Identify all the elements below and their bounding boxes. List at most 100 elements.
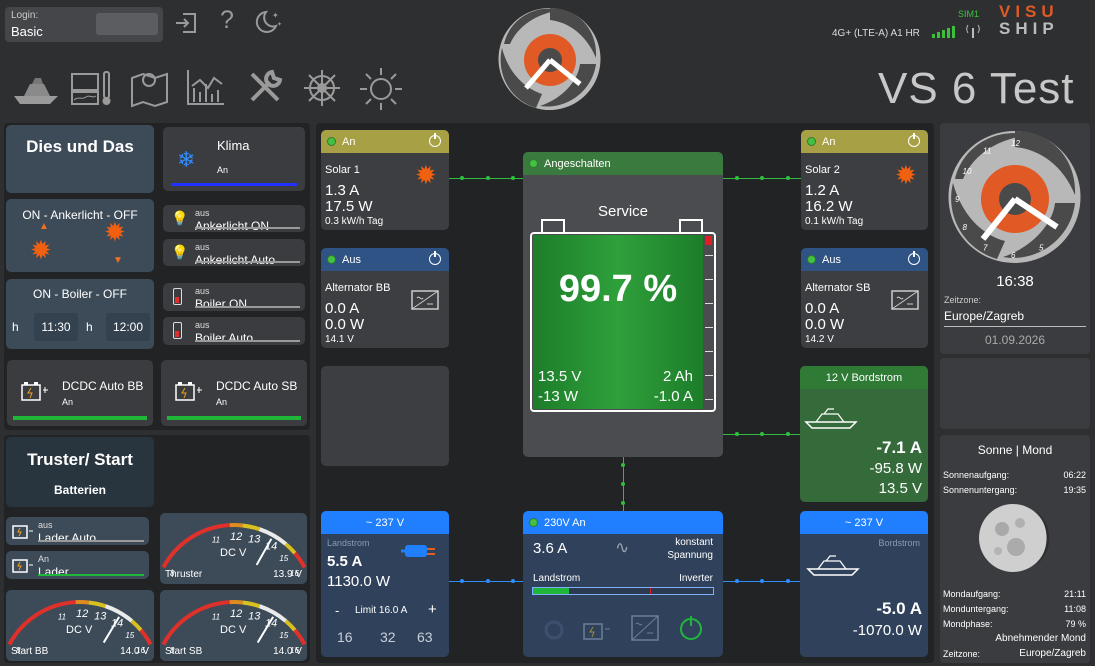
solar2-sun-icon: ✹ — [895, 160, 917, 190]
inverter-load-marker — [650, 588, 651, 594]
power-toggle-icon[interactable] — [680, 616, 702, 640]
gauge-band — [258, 527, 288, 546]
sun-icon[interactable] — [358, 66, 404, 112]
clock-panel: 12 11 10 9 8 7 6 5 16:38 Zeitzone: Europe/Zagre… — [940, 123, 1090, 354]
preset-32-button[interactable]: 32 — [380, 629, 396, 645]
service-header: Angeschalten — [523, 152, 723, 175]
brand-bottom: SHIP — [999, 19, 1059, 38]
boiler-time2-input[interactable]: 12:00 — [106, 313, 150, 341]
service-ah: 2 Ah — [662, 368, 693, 385]
boiler-auto-switch[interactable]: aus Boiler Auto — [163, 317, 305, 345]
landstrom-current: 5.5 A — [327, 553, 363, 570]
inverter-card[interactable]: 230V An 3.6 A ∿ konstant Spannung Landst… — [523, 511, 723, 657]
limit-plus-button[interactable]: + — [428, 601, 437, 618]
dcdc-bb-bar — [13, 416, 147, 420]
service-state: Angeschalten — [544, 157, 611, 170]
limit-label: Limit 16.0 A — [355, 605, 408, 616]
battery-terminal-left — [541, 219, 565, 233]
solar2-name: Solar 2 — [805, 164, 840, 176]
landstrom-header: ~ 237 V — [321, 511, 449, 534]
solar1-card[interactable]: An Solar 1 1.3 A 17.5 W 0.3 kW/h Tag ✹ — [321, 130, 449, 230]
boiler-auto-icon — [173, 322, 182, 339]
dcdc-sb-title: DCDC Auto SB — [216, 379, 298, 393]
alternator-sb-card[interactable]: Aus Alternator SB 0.0 A 0.0 W 14.2 V — [801, 248, 928, 348]
preset-63-button[interactable]: 63 — [417, 629, 433, 645]
inverter-icon[interactable] — [631, 615, 659, 641]
gauge-unit: DC V — [66, 624, 93, 636]
boiler-on-switch[interactable]: aus Boiler ON — [163, 283, 305, 311]
preset-16-button[interactable]: 16 — [337, 629, 353, 645]
gauge-tick-label: 12 — [76, 608, 88, 620]
klima-button[interactable]: ❄ Klima An — [163, 127, 305, 191]
alternator-bb-card[interactable]: Aus Alternator BB 0.0 A 0.0 W 14.1 V — [321, 248, 449, 348]
ankerlicht-on-bar — [195, 227, 300, 229]
boiler-on-icon — [173, 288, 182, 305]
gauge-tick-label: 12 — [230, 531, 242, 543]
alt-bb-power: 0.0 W — [325, 316, 365, 333]
zone2-value: Europe/Zagreb — [1019, 648, 1086, 659]
anker-title: ON - Ankerlicht - OFF — [22, 208, 138, 222]
node — [786, 432, 790, 436]
sun-on-icon[interactable]: ✹ — [30, 235, 52, 265]
boat-icon[interactable] — [10, 66, 62, 110]
service-battery-card[interactable]: Angeschalten Service 99.7 % 13.5 V 2 Ah … — [523, 152, 723, 457]
gauge-tick-label: 12 — [230, 608, 242, 620]
helm-icon[interactable] — [300, 66, 344, 110]
login-input[interactable] — [96, 13, 158, 35]
alt-sb-voltage: 14.2 V — [805, 334, 834, 345]
gauge-tick-label: 11 — [212, 535, 220, 544]
arrow-down-icon: ▼ — [113, 255, 123, 266]
brand-logo: VISU SHIP — [999, 3, 1087, 38]
login-box[interactable]: Login: Basic — [5, 7, 163, 42]
bordstrom230-header: ~ 237 V — [800, 511, 928, 534]
timezone-select[interactable]: Europe/Zagreb — [944, 309, 1025, 323]
dcdc-sb-button[interactable]: DCDC Auto SB An — [161, 360, 307, 426]
power-icon[interactable] — [908, 251, 920, 265]
dcdc-sb-status: An — [216, 397, 228, 407]
boiler-h1-label: h — [12, 320, 19, 334]
battery-monitor-icon[interactable] — [68, 66, 114, 108]
gauge-band — [161, 523, 230, 569]
status-led-icon — [807, 255, 816, 264]
power-icon[interactable] — [429, 133, 441, 147]
bordstrom12-card[interactable]: 12 V Bordstrom -7.1 A -95.8 W 13.5 V — [800, 366, 928, 502]
arrow-up-icon: ▲ — [39, 221, 49, 232]
ankerlicht-auto-label: Ankerlicht Auto — [195, 253, 276, 267]
tools-icon[interactable] — [244, 66, 286, 108]
map-icon[interactable] — [128, 66, 172, 108]
battery-level-tick — [705, 279, 713, 280]
power-icon[interactable] — [429, 251, 441, 265]
login-label: Login: — [11, 10, 39, 21]
lader-switch[interactable]: An Lader — [6, 551, 149, 579]
charger-icon[interactable] — [583, 619, 611, 641]
help-icon[interactable]: ? — [220, 6, 234, 34]
night-mode-icon[interactable]: ✦✦ — [250, 8, 284, 36]
solar2-card[interactable]: An Solar 2 1.2 A 16.2 W 0.1 kW/h Tag ✹ — [801, 130, 928, 230]
gear-icon[interactable] — [541, 617, 567, 643]
power-icon[interactable] — [908, 133, 920, 147]
login-enter-icon[interactable] — [173, 10, 199, 36]
alt-bb-header: Aus — [321, 248, 449, 271]
gauge-band — [88, 600, 107, 609]
boiler-time1-input[interactable]: 11:30 — [34, 313, 78, 341]
bordstrom230-voltage: ~ 237 V — [844, 516, 884, 529]
gauge-band — [242, 523, 261, 532]
limit-minus-button[interactable]: - — [335, 603, 340, 618]
node — [760, 176, 764, 180]
ankerlicht-auto-switch[interactable]: 💡 aus Ankerlicht Auto — [163, 239, 305, 267]
dcdc-bb-button[interactable]: DCDC Auto BB An — [7, 360, 153, 426]
chart-icon[interactable] — [184, 66, 228, 108]
sun-off-icon[interactable]: ✹ — [104, 217, 126, 247]
lader-status: An — [38, 554, 50, 564]
bordstrom230-card[interactable]: ~ 237 V Bordstrom -5.0 A -1070.0 W — [800, 511, 928, 657]
inverter-mode-line2: Spannung — [667, 550, 713, 561]
gauge-tick-label: 13 — [248, 533, 261, 545]
landstrom-card[interactable]: ~ 237 V Landstrom 5.5 A 1130.0 W - Limit… — [321, 511, 449, 657]
lader-auto-switch[interactable]: aus Lader Auto — [6, 517, 149, 545]
ankerlicht-on-switch[interactable]: 💡 aus Ankerlicht ON — [163, 205, 305, 233]
network-status: 4G+ (LTE-A) A1 HR — [832, 28, 920, 39]
gauge-tick-label: 13 — [248, 610, 261, 622]
moonphase-label: Mondphase: — [943, 619, 993, 629]
status-led-icon — [327, 137, 336, 146]
